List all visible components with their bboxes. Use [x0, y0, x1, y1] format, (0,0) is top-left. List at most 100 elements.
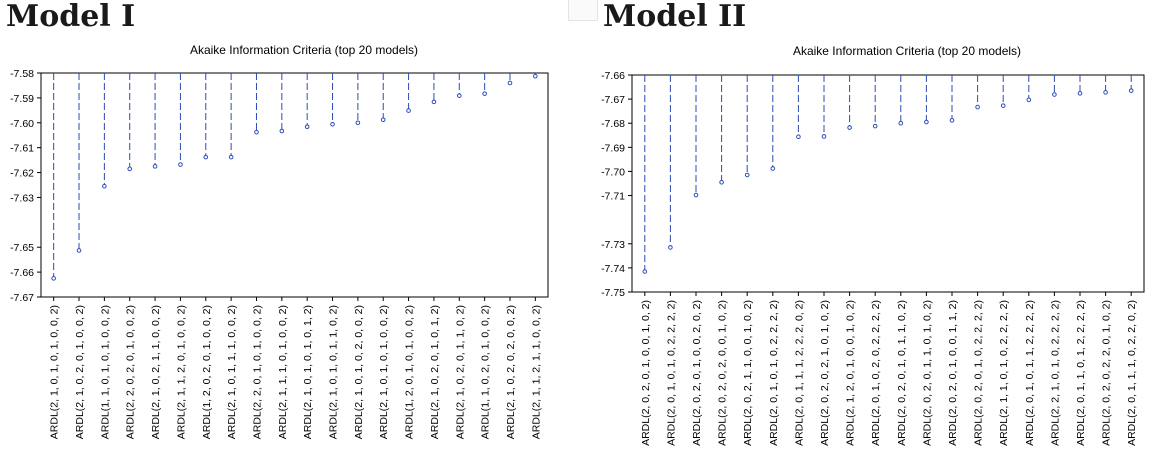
data-point — [482, 91, 487, 96]
y-tick-label: -7.61 — [10, 143, 34, 155]
data-point — [254, 129, 259, 135]
x-category-label: ARDL(2, 0, 2, 0, 2, 1, 0, 1, 0, 2) — [819, 300, 831, 446]
x-category-label: ARDL(2, 2, 0, 2, 0, 1, 0, 0, 2) — [125, 305, 137, 439]
data-point — [533, 73, 538, 79]
data-point — [330, 121, 335, 127]
data-point — [668, 245, 673, 250]
x-category-label: ARDL(2, 0, 1, 1, 0, 1, 2, 2, 2, 2) — [1075, 300, 1087, 446]
data-point — [203, 154, 209, 160]
x-category-label: ARDL(2, 2, 1, 0, 1, 0, 2, 2, 2, 2) — [1049, 300, 1061, 446]
x-category-label: ARDL(2, 1, 0, 2, 0, 1, 1, 0, 2) — [454, 305, 466, 439]
y-tick-label: -7.70 — [601, 166, 625, 178]
data-point — [693, 192, 699, 198]
x-category-label: ARDL(2, 0, 2, 0, 2, 2, 0, 1, 0, 2) — [1101, 300, 1113, 446]
data-point — [949, 118, 955, 123]
x-category-label: ARDL(2, 1, 0, 1, 1, 1, 0, 0, 2) — [226, 305, 238, 439]
y-tick-label: -7.67 — [10, 292, 34, 304]
data-point — [642, 269, 648, 274]
y-tick-label: -7.65 — [10, 242, 34, 254]
data-point — [1026, 97, 1032, 103]
data-point — [744, 172, 750, 178]
data-point — [380, 117, 386, 123]
x-category-label: ARDL(2, 0, 1, 0, 1, 0, 2, 2, 2, 2) — [768, 300, 780, 446]
data-point — [178, 162, 183, 167]
x-category-label: ARDL(2, 0, 2, 0, 1, 1, 0, 1, 0, 2) — [921, 300, 933, 446]
x-category-label: ARDL(1, 2, 0, 2, 0, 1, 0, 0, 2) — [201, 305, 213, 439]
y-tick-label: -7.69 — [601, 142, 625, 154]
model-2-chart: Akaike Information Criteria (top 20 mode… — [601, 44, 1145, 446]
x-category-label: ARDL(2, 0, 2, 0, 2, 0, 0, 1, 0, 2) — [717, 300, 729, 446]
x-category-label: ARDL(1, 1, 0, 1, 0, 1, 0, 0, 2) — [99, 305, 111, 439]
data-point — [975, 104, 980, 110]
data-point — [279, 128, 285, 134]
y-tick-label: -7.73 — [601, 239, 625, 251]
data-point — [304, 124, 310, 130]
x-category-label: ARDL(2, 0, 1, 0, 1, 1, 2, 2, 2, 2) — [1024, 300, 1036, 446]
data-point — [847, 125, 852, 130]
data-point — [719, 179, 724, 185]
data-point — [1128, 88, 1134, 93]
x-category-label: ARDL(2, 0, 1, 0, 1, 0, 2, 2, 2, 2) — [665, 300, 677, 446]
y-tick-label: -7.62 — [10, 168, 34, 180]
y-tick-label: -7.74 — [601, 263, 625, 275]
data-point — [406, 108, 411, 113]
chart-title: Akaike Information Criteria (top 20 mode… — [190, 43, 418, 57]
x-category-label: ARDL(2, 1, 0, 2, 0, 1, 0, 1, 2) — [429, 305, 441, 439]
y-tick-label: -7.59 — [10, 93, 34, 105]
x-category-label: ARDL(2, 1, 1, 1, 0, 1, 0, 0, 2) — [277, 305, 289, 439]
x-category-label: ARDL(2, 0, 2, 0, 1, 0, 0, 1, 0, 2) — [640, 300, 652, 446]
data-point — [507, 80, 513, 86]
x-category-label: ARDL(2, 1, 1, 2, 1, 1, 0, 0, 2) — [530, 305, 542, 439]
y-tick-label: -7.58 — [10, 68, 34, 80]
data-point — [872, 123, 878, 129]
x-category-label: ARDL(2, 0, 1, 0, 2, 0, 2, 2, 2, 2) — [870, 300, 882, 446]
x-category-label: ARDL(2, 0, 2, 0, 1, 0, 0, 1, 1, 2) — [947, 300, 959, 446]
y-tick-label: -7.63 — [10, 192, 34, 204]
y-tick-label: -7.71 — [601, 191, 625, 203]
x-category-label: ARDL(2, 0, 1, 1, 1, 2, 2, 2, 0, 2) — [793, 300, 805, 446]
x-category-label: ARDL(2, 1, 0, 1, 0, 1, 0, 0, 2) — [49, 305, 61, 439]
data-point — [51, 276, 56, 281]
data-point — [228, 154, 234, 160]
page-corner-mark — [568, 0, 598, 21]
x-category-label: ARDL(2, 1, 0, 2, 1, 1, 0, 0, 2) — [150, 305, 162, 439]
x-category-label: ARDL(2, 0, 2, 0, 1, 0, 0, 2, 0, 2) — [691, 300, 703, 446]
y-tick-label: -7.66 — [10, 267, 34, 279]
data-point — [152, 164, 158, 169]
data-point — [431, 99, 437, 105]
x-category-label: ARDL(2, 1, 0, 1, 0, 2, 0, 0, 2) — [353, 305, 365, 439]
data-point — [1000, 103, 1006, 108]
data-point — [102, 183, 107, 189]
data-point — [898, 120, 904, 126]
data-point — [1103, 90, 1108, 95]
model-2-heading: Model II — [603, 0, 747, 34]
data-point — [821, 134, 827, 139]
y-tick-label: -7.66 — [601, 70, 625, 82]
x-category-label: ARDL(2, 1, 0, 1, 0, 1, 0, 1, 2) — [302, 305, 314, 439]
data-point — [770, 166, 776, 171]
x-category-label: ARDL(2, 1, 0, 2, 0, 2, 0, 0, 2) — [505, 305, 517, 439]
model-1-panel: Model I Akaike Information Criteria (top… — [6, 0, 549, 439]
y-tick-label: -7.67 — [601, 94, 625, 106]
data-point — [924, 119, 929, 125]
x-category-label: ARDL(1, 1, 0, 2, 0, 1, 0, 0, 2) — [480, 305, 492, 439]
x-category-label: ARDL(2, 0, 2, 0, 1, 0, 2, 2, 2, 2) — [973, 300, 985, 446]
plot-frame — [631, 74, 1145, 293]
model-1-heading: Model I — [6, 0, 136, 34]
x-category-label: ARDL(2, 0, 1, 1, 1, 0, 2, 2, 0, 2) — [1126, 300, 1138, 446]
data-point — [456, 93, 462, 98]
x-category-label: ARDL(2, 1, 1, 0, 1, 0, 2, 2, 2, 2) — [998, 300, 1010, 446]
data-point — [1077, 91, 1083, 96]
x-category-label: ARDL(2, 1, 2, 0, 1, 0, 0, 1, 0, 2) — [845, 300, 857, 446]
y-tick-label: -7.75 — [601, 287, 625, 299]
model-1-chart: Akaike Information Criteria (top 20 mode… — [10, 43, 549, 439]
x-category-label: ARDL(2, 1, 0, 1, 0, 1, 1, 0, 2) — [328, 305, 340, 439]
x-category-label: ARDL(2, 2, 0, 1, 0, 1, 0, 0, 2) — [251, 305, 263, 439]
data-point — [1052, 92, 1057, 97]
model-2-panel: Model II Akaike Information Criteria (to… — [581, 0, 1162, 449]
data-point — [76, 248, 82, 253]
x-category-label: ARDL(1, 2, 0, 1, 0, 1, 0, 0, 2) — [404, 305, 416, 439]
y-tick-label: -7.60 — [10, 118, 34, 130]
x-category-label: ARDL(2, 0, 2, 1, 1, 0, 0, 1, 0, 2) — [742, 300, 754, 446]
data-point — [355, 120, 361, 126]
